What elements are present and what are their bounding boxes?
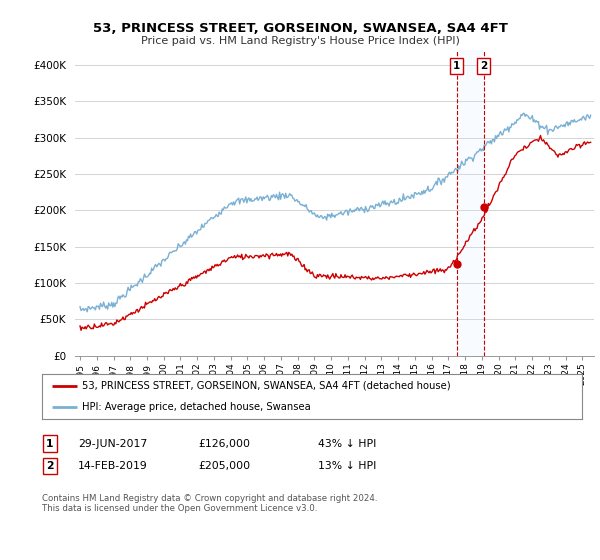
Text: 13% ↓ HPI: 13% ↓ HPI (318, 461, 376, 471)
Text: 1: 1 (453, 62, 460, 71)
Text: £205,000: £205,000 (198, 461, 250, 471)
Text: 53, PRINCESS STREET, GORSEINON, SWANSEA, SA4 4FT: 53, PRINCESS STREET, GORSEINON, SWANSEA,… (92, 22, 508, 35)
Text: £126,000: £126,000 (198, 438, 250, 449)
Text: 2: 2 (46, 461, 53, 471)
Text: HPI: Average price, detached house, Swansea: HPI: Average price, detached house, Swan… (83, 402, 311, 412)
Text: 29-JUN-2017: 29-JUN-2017 (78, 438, 147, 449)
Text: 1: 1 (46, 438, 53, 449)
Text: Contains HM Land Registry data © Crown copyright and database right 2024.
This d: Contains HM Land Registry data © Crown c… (42, 494, 377, 514)
Text: 14-FEB-2019: 14-FEB-2019 (78, 461, 148, 471)
Text: 43% ↓ HPI: 43% ↓ HPI (318, 438, 376, 449)
Bar (457, 50, 484, 356)
Text: 2: 2 (480, 62, 487, 71)
Text: 53, PRINCESS STREET, GORSEINON, SWANSEA, SA4 4FT (detached house): 53, PRINCESS STREET, GORSEINON, SWANSEA,… (83, 381, 451, 391)
Text: Price paid vs. HM Land Registry's House Price Index (HPI): Price paid vs. HM Land Registry's House … (140, 36, 460, 46)
